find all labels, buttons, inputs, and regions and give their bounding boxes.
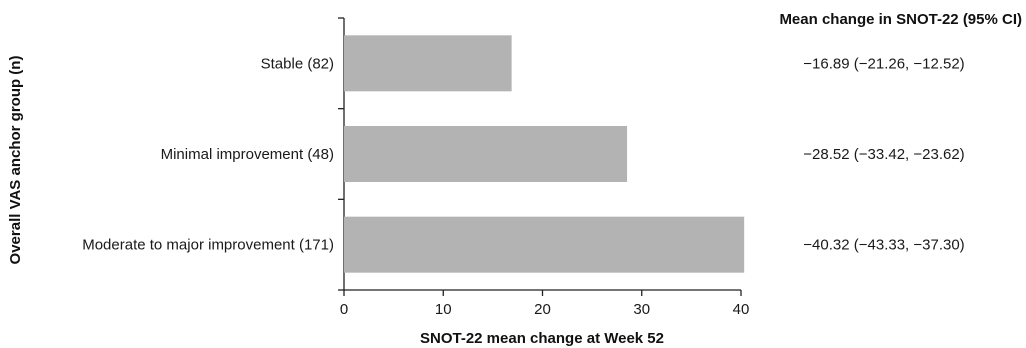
y-axis-label: Overall VAS anchor group (n)	[7, 56, 24, 265]
x-axis-label: SNOT-22 mean change at Week 52	[420, 330, 664, 347]
ci-value-label: −16.89 (−21.26, −12.52)	[803, 55, 964, 72]
bar	[344, 126, 628, 182]
bar	[344, 35, 512, 92]
ci-value-label: −28.52 (−33.42, −23.62)	[803, 146, 964, 163]
x-tick-label: 20	[534, 301, 551, 318]
category-label: Minimal improvement (48)	[161, 146, 334, 163]
x-tick-label: 30	[633, 301, 650, 318]
x-tick-label: 40	[733, 301, 750, 318]
category-label: Stable (82)	[261, 55, 334, 72]
x-tick-label: 10	[435, 301, 452, 318]
ci-value-label: −40.32 (−43.33, −37.30)	[803, 237, 964, 254]
bar	[344, 216, 745, 273]
x-tick-label: 0	[340, 301, 348, 318]
category-label: Moderate to major improvement (171)	[82, 237, 334, 254]
ci-column-header: Mean change in SNOT-22 (95% CI)	[779, 11, 1022, 28]
